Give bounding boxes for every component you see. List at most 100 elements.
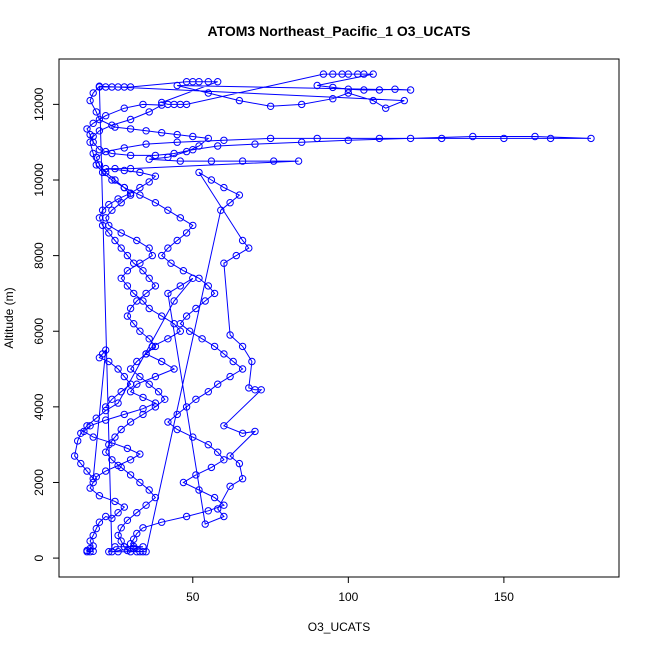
data-point xyxy=(123,251,132,260)
data-point xyxy=(92,414,101,422)
data-point xyxy=(546,134,555,143)
data-point xyxy=(111,497,119,506)
data-point xyxy=(220,259,228,267)
data-point xyxy=(130,259,138,267)
data-point xyxy=(151,342,160,351)
data-point xyxy=(170,149,178,158)
data-point xyxy=(201,297,209,305)
data-point xyxy=(189,221,197,230)
data-point xyxy=(83,125,91,133)
data-point xyxy=(207,176,216,184)
data-point xyxy=(139,548,147,556)
data-point xyxy=(111,433,119,441)
data-point xyxy=(298,138,306,146)
data-point xyxy=(469,132,477,141)
data-point xyxy=(108,514,116,523)
data-point xyxy=(220,183,228,192)
data-point xyxy=(164,244,172,252)
data-point xyxy=(266,102,275,111)
data-point xyxy=(130,289,138,298)
data-point xyxy=(83,422,91,430)
data-point xyxy=(95,127,104,135)
x-tick-label: 100 xyxy=(338,590,358,604)
data-point xyxy=(86,422,94,430)
data-point xyxy=(161,395,169,403)
data-point xyxy=(164,289,172,298)
data-point xyxy=(139,524,147,532)
data-point xyxy=(89,475,97,483)
data-point xyxy=(204,388,213,396)
data-point xyxy=(329,70,337,78)
data-point xyxy=(95,354,104,362)
data-point xyxy=(151,151,160,160)
data-point xyxy=(173,130,181,139)
data-point xyxy=(114,531,122,540)
data-point xyxy=(123,267,132,275)
data-point xyxy=(111,123,119,131)
data-point xyxy=(92,161,101,169)
data-point xyxy=(220,422,228,430)
data-point xyxy=(186,327,194,335)
data-point xyxy=(95,82,104,90)
data-point xyxy=(136,191,144,199)
data-point xyxy=(130,542,138,551)
data-point xyxy=(142,289,150,298)
data-point xyxy=(95,492,104,500)
data-point xyxy=(210,289,219,298)
data-point xyxy=(136,478,144,487)
data-point xyxy=(204,134,213,143)
data-point xyxy=(229,357,237,366)
data-point xyxy=(139,267,147,275)
data-point xyxy=(164,418,172,426)
data-point xyxy=(142,350,150,358)
data-point xyxy=(136,327,144,335)
data-point xyxy=(226,452,234,460)
data-point xyxy=(251,427,259,436)
data-point xyxy=(182,403,191,411)
data-point xyxy=(105,200,113,209)
data-point xyxy=(500,134,508,143)
x-tick-label: 150 xyxy=(494,590,514,604)
y-tick-label: 8000 xyxy=(32,242,46,269)
data-point xyxy=(102,467,110,475)
data-point xyxy=(226,482,234,490)
series-line xyxy=(74,73,592,553)
data-point xyxy=(204,441,213,449)
data-point xyxy=(195,78,203,86)
data-point xyxy=(329,95,337,103)
data-point xyxy=(235,96,244,105)
data-point xyxy=(133,236,141,245)
y-tick-label: 4000 xyxy=(32,393,46,420)
data-point xyxy=(232,251,241,260)
data-point xyxy=(151,493,160,502)
data-point xyxy=(238,157,247,165)
data-point xyxy=(120,410,129,419)
data-point xyxy=(126,365,135,373)
data-point xyxy=(192,304,200,313)
data-point xyxy=(173,138,181,146)
data-point xyxy=(95,518,104,526)
data-point xyxy=(391,85,399,93)
data-point xyxy=(344,85,352,93)
data-point xyxy=(126,115,135,124)
data-point xyxy=(126,304,135,313)
data-point xyxy=(126,191,135,199)
data-point xyxy=(217,206,225,214)
data-point xyxy=(86,96,94,105)
data-point xyxy=(344,136,352,145)
data-point xyxy=(89,478,97,487)
data-point xyxy=(142,127,150,135)
data-point xyxy=(192,471,200,479)
data-point xyxy=(120,144,129,152)
data-point xyxy=(126,388,135,396)
data-point xyxy=(114,399,122,407)
data-point xyxy=(207,463,216,472)
data-point xyxy=(123,516,132,524)
data-point xyxy=(151,399,160,407)
data-point xyxy=(117,229,125,237)
data-point xyxy=(226,331,234,339)
data-point xyxy=(158,518,166,526)
data-point xyxy=(136,372,144,381)
data-point xyxy=(189,433,197,441)
data-point xyxy=(204,78,213,86)
